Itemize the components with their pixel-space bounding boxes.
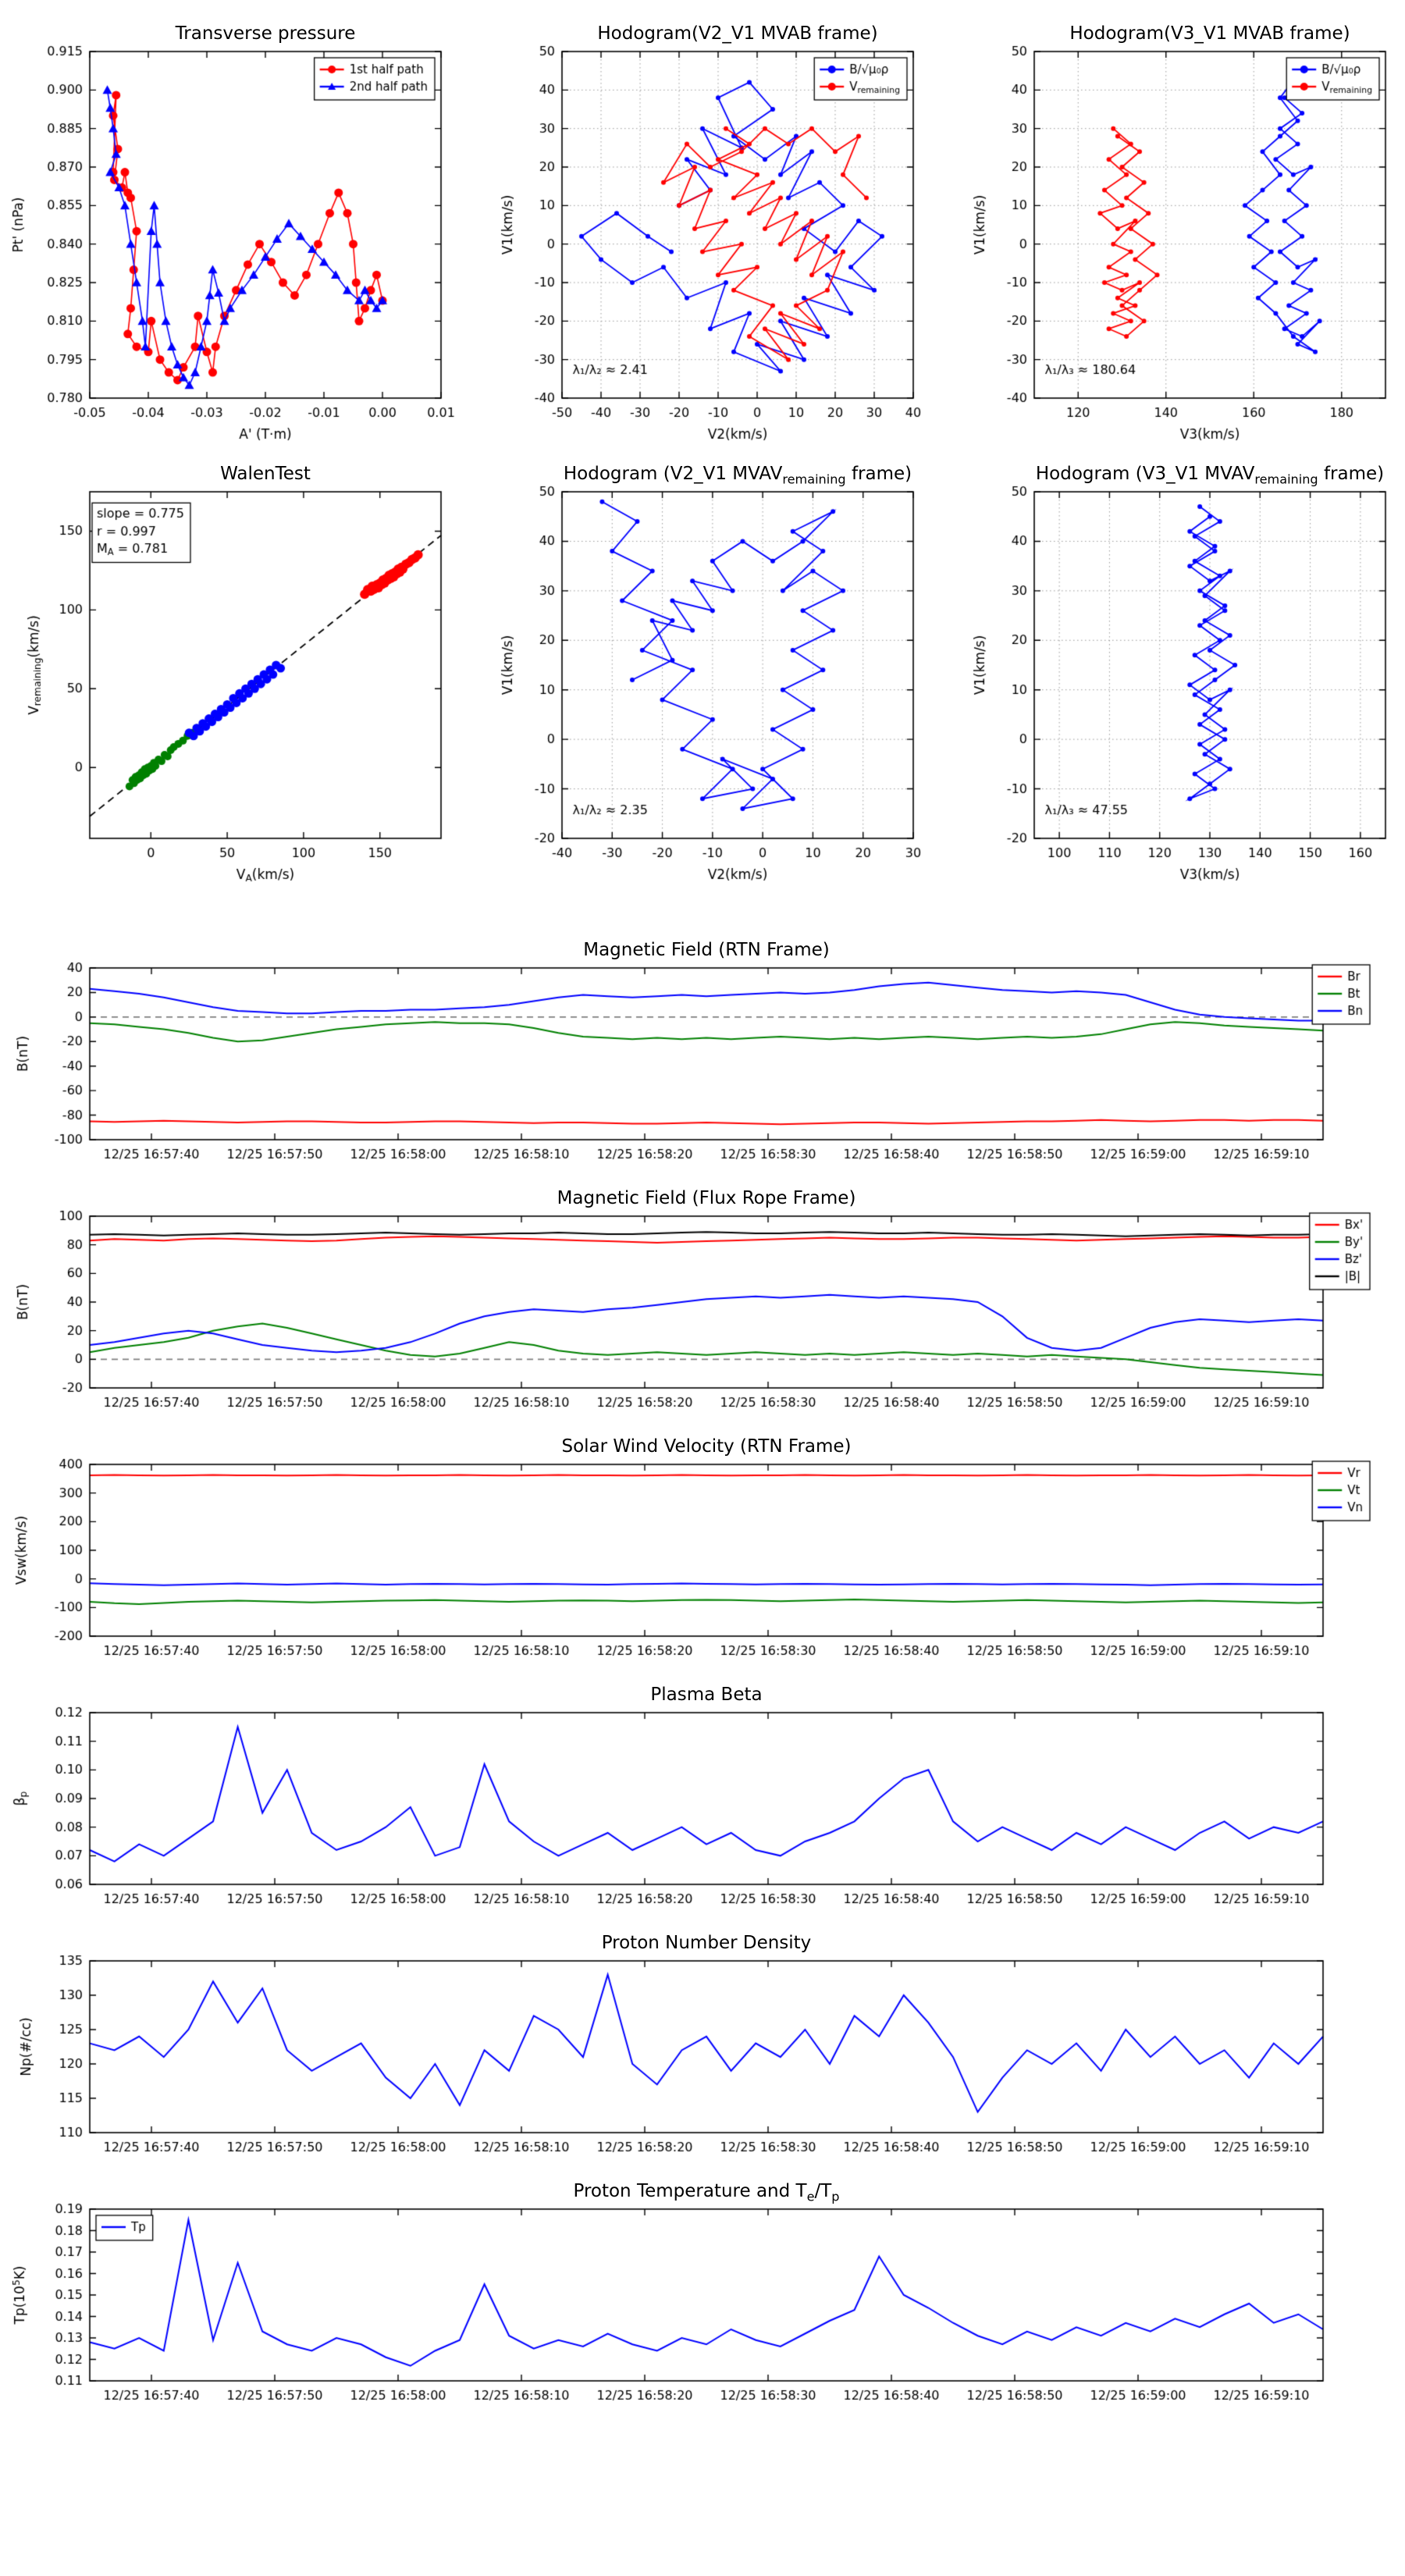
plot-title-magnetic-field-fluxrope: Magnetic Field (Flux Rope Frame) — [557, 1188, 856, 1208]
plot-title-hodogram-v2v1-mvav: Hodogram (V2_V1 MVAVremaining frame) — [563, 464, 912, 487]
plot-title-hodogram-v2v1-mvab: Hodogram(V2_V1 MVAB frame) — [597, 23, 878, 44]
plot-title-magnetic-field-rtn: Magnetic Field (RTN Frame) — [583, 940, 830, 960]
plot-title-proton-number-density: Proton Number Density — [601, 1933, 812, 1953]
plot-title-hodogram-v3v1-mvav: Hodogram (V3_V1 MVAVremaining frame) — [1035, 464, 1385, 487]
plot-title-solar-wind-velocity: Solar Wind Velocity (RTN Frame) — [561, 1436, 852, 1457]
plot-title-transverse-pressure: Transverse pressure — [175, 23, 356, 44]
plot-title-walen-test: WalenTest — [220, 464, 311, 484]
plot-title-hodogram-v3v1-mvab: Hodogram(V3_V1 MVAB frame) — [1069, 23, 1350, 44]
plot-title-proton-temperature: Proton Temperature and Te/Tp — [573, 2181, 840, 2204]
plot-title-plasma-beta: Plasma Beta — [650, 1685, 763, 1705]
